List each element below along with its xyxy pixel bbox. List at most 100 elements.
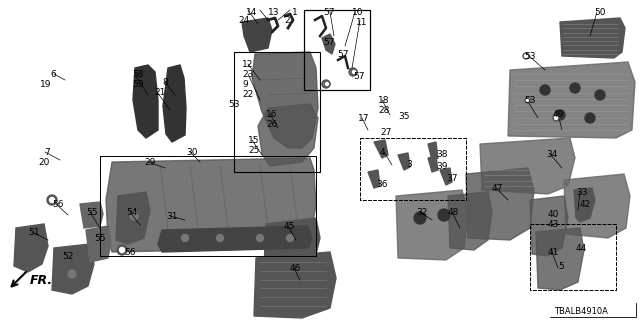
Circle shape bbox=[525, 97, 531, 103]
Circle shape bbox=[585, 113, 595, 123]
Circle shape bbox=[324, 82, 328, 86]
Circle shape bbox=[570, 83, 580, 93]
Text: 38: 38 bbox=[436, 150, 447, 159]
Polygon shape bbox=[158, 226, 312, 252]
Text: 3: 3 bbox=[406, 160, 412, 169]
Text: 52: 52 bbox=[62, 252, 74, 261]
Polygon shape bbox=[258, 104, 318, 166]
Text: 17: 17 bbox=[358, 114, 369, 123]
Polygon shape bbox=[264, 218, 320, 270]
Text: 8: 8 bbox=[162, 78, 168, 87]
Polygon shape bbox=[428, 142, 438, 160]
Circle shape bbox=[523, 53, 529, 59]
Polygon shape bbox=[254, 252, 336, 318]
Text: 10: 10 bbox=[352, 8, 364, 17]
Bar bbox=[360, 138, 466, 200]
Polygon shape bbox=[322, 34, 335, 54]
Text: 23: 23 bbox=[242, 70, 253, 79]
Text: 33: 33 bbox=[576, 188, 588, 197]
Polygon shape bbox=[466, 168, 534, 240]
Text: 18: 18 bbox=[378, 96, 390, 105]
Polygon shape bbox=[116, 192, 150, 244]
Text: 5: 5 bbox=[558, 262, 564, 271]
Text: 2: 2 bbox=[284, 16, 290, 25]
Polygon shape bbox=[398, 153, 410, 170]
Text: 6: 6 bbox=[50, 70, 56, 79]
Polygon shape bbox=[52, 244, 94, 294]
Polygon shape bbox=[536, 228, 584, 290]
Text: 57: 57 bbox=[323, 8, 335, 17]
Text: 57: 57 bbox=[337, 50, 349, 59]
Text: 27: 27 bbox=[380, 128, 392, 137]
Text: 15: 15 bbox=[248, 136, 259, 145]
Text: 57: 57 bbox=[323, 38, 335, 47]
Text: 25: 25 bbox=[248, 146, 259, 155]
Text: 42: 42 bbox=[580, 200, 591, 209]
Polygon shape bbox=[14, 224, 48, 272]
Bar bbox=[304, 10, 370, 90]
Bar bbox=[234, 52, 320, 172]
Circle shape bbox=[117, 245, 127, 255]
Text: 34: 34 bbox=[546, 150, 557, 159]
Text: 43: 43 bbox=[548, 220, 559, 229]
Text: 36: 36 bbox=[376, 180, 387, 189]
Text: 55: 55 bbox=[86, 208, 97, 217]
Circle shape bbox=[527, 99, 529, 101]
Text: 59: 59 bbox=[132, 80, 143, 89]
Circle shape bbox=[324, 81, 330, 87]
Text: 4: 4 bbox=[380, 148, 386, 157]
Text: 46: 46 bbox=[290, 264, 301, 273]
Bar bbox=[360, 138, 466, 200]
Text: 29: 29 bbox=[144, 158, 156, 167]
Text: 45: 45 bbox=[284, 222, 296, 231]
Text: 53: 53 bbox=[524, 52, 536, 61]
Text: 14: 14 bbox=[246, 8, 257, 17]
Text: 55: 55 bbox=[94, 234, 106, 243]
Text: 58: 58 bbox=[132, 70, 143, 79]
Circle shape bbox=[257, 235, 264, 242]
Polygon shape bbox=[368, 170, 380, 188]
Circle shape bbox=[414, 212, 426, 224]
Text: 37: 37 bbox=[446, 174, 458, 183]
Circle shape bbox=[525, 54, 527, 58]
Circle shape bbox=[554, 116, 557, 119]
Text: 16: 16 bbox=[266, 110, 278, 119]
Circle shape bbox=[287, 235, 294, 242]
Polygon shape bbox=[106, 158, 316, 252]
Bar bbox=[530, 224, 616, 290]
Circle shape bbox=[595, 90, 605, 100]
Text: 57: 57 bbox=[353, 72, 365, 81]
Circle shape bbox=[47, 195, 57, 205]
Text: 48: 48 bbox=[448, 208, 460, 217]
Text: 47: 47 bbox=[492, 184, 504, 193]
Bar bbox=[100, 156, 316, 256]
Bar bbox=[304, 10, 370, 90]
Circle shape bbox=[553, 115, 559, 121]
Polygon shape bbox=[252, 52, 318, 148]
Polygon shape bbox=[564, 174, 630, 238]
Circle shape bbox=[351, 69, 357, 75]
Text: 13: 13 bbox=[268, 8, 280, 17]
Circle shape bbox=[216, 235, 223, 242]
Polygon shape bbox=[448, 192, 492, 250]
Polygon shape bbox=[374, 140, 388, 158]
Text: 28: 28 bbox=[378, 106, 389, 115]
Text: 53: 53 bbox=[228, 100, 239, 109]
Bar bbox=[100, 156, 316, 256]
Polygon shape bbox=[480, 138, 575, 194]
Polygon shape bbox=[80, 202, 103, 228]
Bar bbox=[530, 224, 616, 290]
Text: 26: 26 bbox=[266, 120, 277, 129]
Circle shape bbox=[555, 110, 565, 120]
Text: 7: 7 bbox=[44, 148, 50, 157]
Text: 41: 41 bbox=[548, 248, 559, 257]
Polygon shape bbox=[574, 188, 595, 222]
Text: 1: 1 bbox=[292, 8, 298, 17]
Text: 19: 19 bbox=[40, 80, 51, 89]
Text: 56: 56 bbox=[124, 248, 136, 257]
Text: TBALB4910A: TBALB4910A bbox=[554, 307, 608, 316]
Polygon shape bbox=[242, 18, 272, 52]
Circle shape bbox=[351, 70, 355, 74]
Circle shape bbox=[349, 68, 357, 76]
Circle shape bbox=[130, 212, 138, 220]
